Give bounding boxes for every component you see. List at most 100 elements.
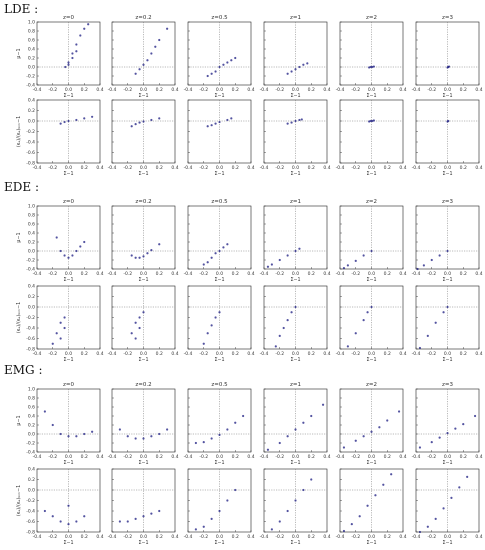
x-tick-label: -0.2 [199,87,208,93]
y-tick-label: 0.2 [28,240,35,246]
x-axis-label: Σ−1 [366,277,376,283]
x-tick-label: 0.0 [140,534,147,540]
y-tick-label: -0.4 [26,509,35,515]
x-tick-label: -0.2 [427,271,436,277]
data-point [158,243,161,246]
data-point [158,432,161,436]
data-point [134,256,137,259]
data-point [302,488,305,492]
y-tick-label: 0.0 [28,65,35,71]
x-tick-label: 0.0 [292,534,299,540]
data-point [290,70,293,73]
x-tick-label: 0.2 [232,271,239,277]
y-tick-label: 0.0 [28,305,35,311]
y-tick-label: 1.0 [28,387,35,393]
x-tick-label: -0.2 [123,534,132,540]
x-axis-label: Σ−1 [214,357,224,363]
x-tick-label: 0.2 [308,534,315,540]
x-tick-label: 0.4 [96,351,103,357]
x-tick-label: 0.4 [323,165,330,171]
x-axis-label: Σ−1 [214,277,224,283]
x-tick-label: 0.0 [368,87,375,93]
x-tick-label: 0.0 [216,534,223,540]
x-tick-label: 0.0 [65,454,72,460]
data-point [210,124,213,127]
data-point [206,332,209,335]
data-point [63,120,66,124]
y-tick-label: -0.6 [26,150,35,156]
x-tick-label: -0.4 [336,454,345,460]
data-point [218,311,221,314]
x-tick-label: 0.2 [308,454,315,460]
data-point [214,252,217,255]
data-point [369,65,372,69]
data-point [218,509,221,513]
x-axis-label: Σ−1 [290,460,300,466]
data-point [362,319,365,322]
x-tick-label: 0.0 [216,271,223,277]
data-point [202,263,205,266]
data-point [67,435,70,438]
y-tick-label: -0.8 [26,530,35,536]
x-tick-label: -0.4 [184,271,193,277]
data-point [146,59,149,62]
data-point [438,254,441,257]
x-tick-label: 0.4 [247,165,254,171]
data-point [446,249,449,253]
x-tick-label: 0.2 [384,271,391,277]
data-point [366,311,369,314]
data-point [290,121,293,124]
y-tick-label: -0.2 [26,74,35,80]
x-tick-label: -0.4 [336,271,345,277]
x-axis-label: Σ−1 [442,540,452,546]
y-tick-label: 0.0 [28,432,35,438]
x-axis-label: Σ−1 [214,171,224,177]
x-tick-label: -0.4 [260,165,269,171]
data-point [298,118,301,122]
data-point [59,337,62,340]
x-tick-label: 0.4 [96,454,103,460]
data-point [290,311,293,314]
x-tick-label: 0.0 [140,351,147,357]
data-point [214,122,217,125]
y-tick-label: -0.8 [26,161,35,167]
x-tick-label: -0.4 [33,351,42,357]
data-point [370,305,373,309]
x-tick-label: 0.2 [156,165,163,171]
data-point [210,517,213,520]
x-tick-label: 0.0 [140,87,147,93]
data-point [64,65,67,69]
y-tick-label: -0.2 [26,129,35,135]
data-point [442,507,445,510]
data-point [346,345,349,348]
data-point [79,34,82,37]
data-point [138,256,141,259]
x-tick-label: -0.4 [336,534,345,540]
data-point [83,515,86,518]
y-tick-label: 0.8 [28,213,35,219]
x-tick-label: 0.4 [399,454,406,460]
x-tick-label: 0.4 [171,454,178,460]
x-tick-label: -0.4 [336,165,345,171]
x-tick-label: 0.0 [140,271,147,277]
data-point [218,249,221,253]
data-point [150,435,153,438]
y-tick-label: 0.4 [28,98,35,104]
x-axis-label: Σ−1 [290,357,300,363]
data-point [150,249,153,252]
data-point [134,437,137,440]
y-tick-label: -0.2 [26,315,35,321]
data-point [321,403,325,406]
panel-title: z=3 [442,382,453,388]
x-axis-label: Σ−1 [63,357,73,363]
x-tick-label: 0.2 [460,165,467,171]
x-tick-label: 0.0 [292,454,299,460]
x-tick-label: 0.4 [171,271,178,277]
data-point [230,117,233,120]
x-tick-label: -0.4 [184,534,193,540]
x-tick-label: -0.2 [48,351,57,357]
x-axis-label: Σ−1 [214,540,224,546]
data-point [150,512,153,515]
y-tick-label: 0.2 [28,108,35,114]
data-point [346,264,349,267]
